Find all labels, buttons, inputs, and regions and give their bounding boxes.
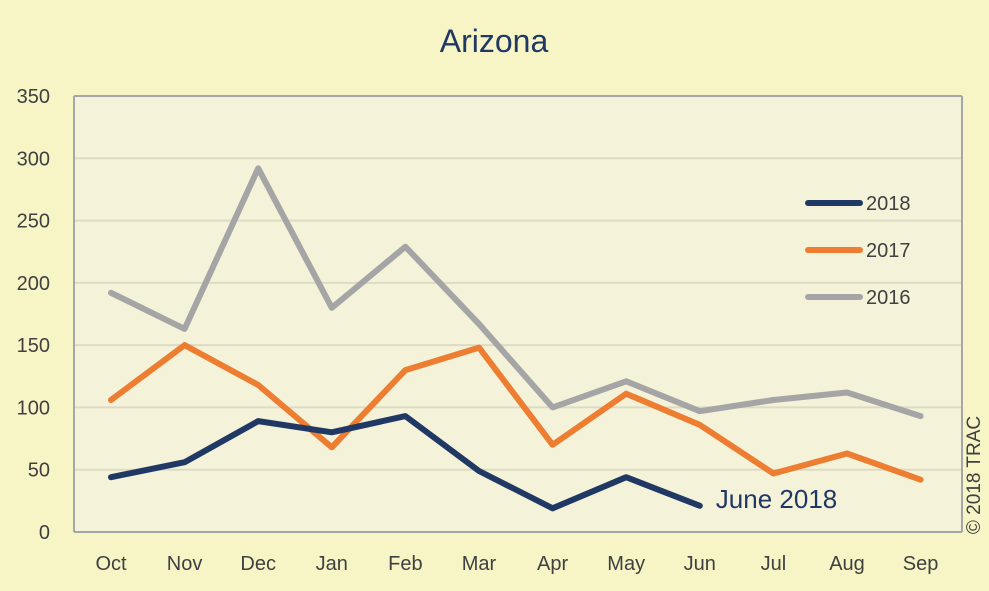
x-tick-label: Sep — [903, 553, 939, 575]
y-tick-label: 150 — [17, 335, 50, 357]
x-tick-label: Dec — [240, 553, 276, 575]
series-line-2017 — [108, 342, 924, 483]
y-tick-label: 0 — [39, 522, 50, 544]
x-tick-label: Aug — [829, 553, 865, 575]
legend-label-2017: 2017 — [866, 240, 911, 262]
legend-label-2016: 2016 — [866, 287, 911, 309]
legend: 2018 2017 2016 — [805, 193, 911, 309]
y-tick-label: 300 — [17, 148, 50, 170]
chart-title: Arizona — [440, 23, 549, 59]
legend-label-2018: 2018 — [866, 193, 911, 215]
annotation-label: June 2018 — [716, 484, 837, 514]
x-tick-label: Mar — [462, 553, 497, 575]
y-tick-label: 350 — [17, 86, 50, 108]
y-tick-label: 200 — [17, 273, 50, 295]
plot-area: 0 50 100 150 200 250 300 350 Oct Nov Dec Jan Feb Mar A… — [17, 86, 963, 575]
x-tick-label: Apr — [537, 553, 568, 575]
y-tick-label: 50 — [28, 460, 50, 482]
copyright-text: © 2018 TRAC — [964, 416, 985, 534]
x-tick-label: Jan — [316, 553, 348, 575]
series-line-2018 — [108, 413, 703, 512]
x-tick-label: Feb — [388, 553, 422, 575]
y-tick-label: 250 — [17, 211, 50, 233]
plot-background — [74, 96, 962, 532]
x-tick-label: Oct — [95, 553, 127, 575]
x-tick-label: May — [607, 553, 645, 575]
y-tick-label: 100 — [17, 397, 50, 419]
series-line-2016 — [108, 165, 924, 420]
x-tick-label: Nov — [167, 553, 203, 575]
x-tick-label: Jul — [761, 553, 787, 575]
x-tick-label: Jun — [684, 553, 716, 575]
